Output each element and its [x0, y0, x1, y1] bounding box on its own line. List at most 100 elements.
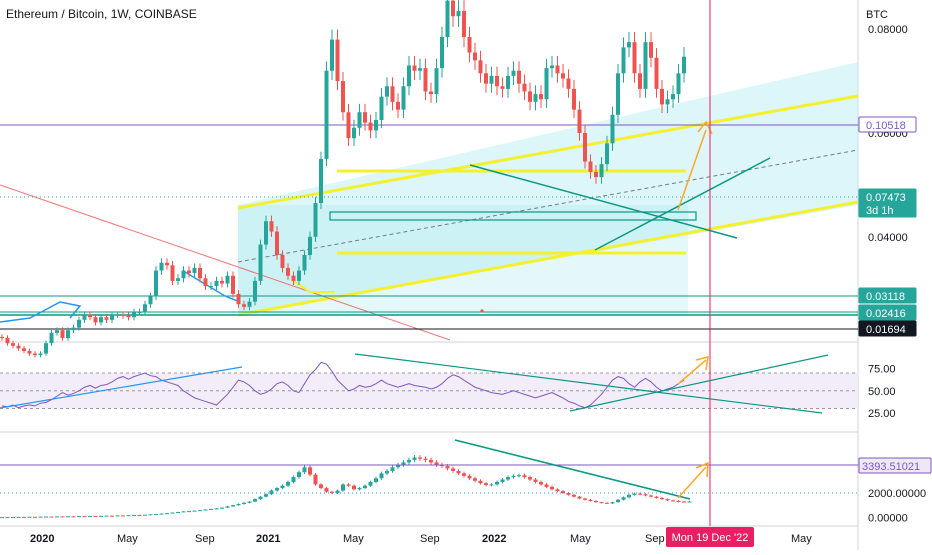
- candle-body: [671, 94, 675, 100]
- candles-layer[interactable]: [0, 0, 686, 358]
- volume-candle: [71, 516, 76, 518]
- candle-body: [390, 86, 395, 102]
- candle-body: [401, 86, 406, 110]
- candle-body: [198, 267, 202, 279]
- candle-body: [313, 203, 318, 237]
- crosshair-date-badge: [666, 527, 754, 547]
- volume-candle: [643, 494, 648, 496]
- rsi-layer: [0, 353, 858, 414]
- volume-candle: [484, 483, 488, 486]
- volume-projection-arrow[interactable]: [677, 466, 707, 499]
- candle-body: [77, 319, 81, 328]
- volume-candle: [297, 472, 301, 478]
- projection-arrow-line[interactable]: [677, 129, 707, 211]
- volume-candle: [55, 516, 59, 518]
- candle-body: [236, 293, 241, 305]
- volume-candle: [220, 507, 224, 509]
- volume-candle: [374, 478, 378, 482]
- candle-body: [225, 275, 230, 284]
- support-box[interactable]: [329, 211, 697, 221]
- volume-candle: [456, 470, 461, 474]
- early-pattern-c[interactable]: [291, 279, 335, 293]
- candle-body: [275, 231, 279, 255]
- channel-upper-line[interactable]: [237, 94, 859, 210]
- rsi-up-trendline[interactable]: [0, 366, 243, 409]
- volume-candle: [99, 515, 103, 517]
- candle-body: [434, 68, 439, 95]
- volume-candle: [264, 494, 268, 497]
- volume-candle: [401, 462, 406, 465]
- candle-body: [258, 244, 263, 281]
- candle-body: [154, 270, 158, 297]
- price-up-trendline[interactable]: [594, 157, 771, 251]
- volume-candle: [341, 484, 345, 491]
- volume-candle: [82, 516, 87, 518]
- candle-body: [324, 70, 329, 159]
- volume-candle: [148, 514, 153, 516]
- volume-candle: [528, 477, 532, 480]
- price-badge-text: 0.07473: [866, 192, 906, 204]
- candle-body: [396, 101, 400, 110]
- volume-candle: [429, 459, 433, 463]
- candle-body: [280, 254, 285, 268]
- candle-body: [511, 70, 516, 76]
- candle-body: [528, 91, 532, 102]
- candle-body: [93, 317, 98, 323]
- candle-body: [104, 317, 109, 320]
- candle-body: [489, 75, 494, 84]
- rsi-projection-arrow[interactable]: [677, 359, 707, 385]
- rsi-down-trendline[interactable]: [354, 353, 823, 414]
- volume-arrowhead: [695, 461, 709, 478]
- long-down-trendline: [0, 184, 451, 341]
- volume-candle: [451, 468, 455, 471]
- candle-body: [374, 120, 378, 131]
- volume-candle: [577, 496, 582, 499]
- volume-candle: [616, 499, 620, 503]
- candle-body: [286, 267, 290, 276]
- candle-body: [638, 73, 642, 89]
- volume-candle: [27, 516, 32, 518]
- candle-body: [539, 94, 543, 100]
- volume-candle: [33, 516, 37, 518]
- volume-candle: [275, 488, 279, 491]
- volume-candle: [352, 485, 356, 490]
- candle-body: [495, 75, 499, 87]
- volume-candle: [170, 512, 175, 514]
- candle-body: [5, 337, 10, 344]
- candle-body: [176, 278, 180, 281]
- drawings-layer[interactable]: [0, 62, 859, 341]
- rsi-up-trendline-2[interactable]: [569, 354, 829, 412]
- volume-candle: [390, 467, 395, 471]
- volume-candle: [418, 457, 422, 459]
- candle-body: [418, 68, 422, 71]
- candle-body: [297, 270, 301, 281]
- volume-candle: [500, 479, 505, 482]
- volume-candle: [649, 495, 653, 497]
- volume-candle: [522, 475, 527, 478]
- volume-candle: [154, 514, 158, 516]
- volume-candle: [242, 502, 246, 505]
- candle-body: [148, 296, 153, 305]
- volume-candle: [539, 481, 543, 485]
- candle-body: [588, 161, 593, 172]
- early-pattern-b[interactable]: [184, 271, 241, 303]
- candle-body: [49, 332, 54, 344]
- marker-dot: [480, 309, 484, 313]
- volume-down-trendline[interactable]: [454, 439, 691, 500]
- volume-candle: [473, 478, 477, 481]
- volume-candle: [209, 508, 213, 510]
- volume-candle: [291, 477, 296, 482]
- volume-candle: [566, 493, 571, 495]
- price-down-trendline[interactable]: [469, 164, 738, 239]
- candle-body: [467, 36, 472, 53]
- candle-body: [209, 286, 213, 288]
- volume-candle: [5, 517, 10, 519]
- volume-candle: [49, 516, 54, 518]
- candle-body: [451, 0, 455, 17]
- volume-candle: [115, 515, 120, 517]
- volume-candle: [627, 494, 631, 498]
- early-pattern-a[interactable]: [0, 301, 82, 323]
